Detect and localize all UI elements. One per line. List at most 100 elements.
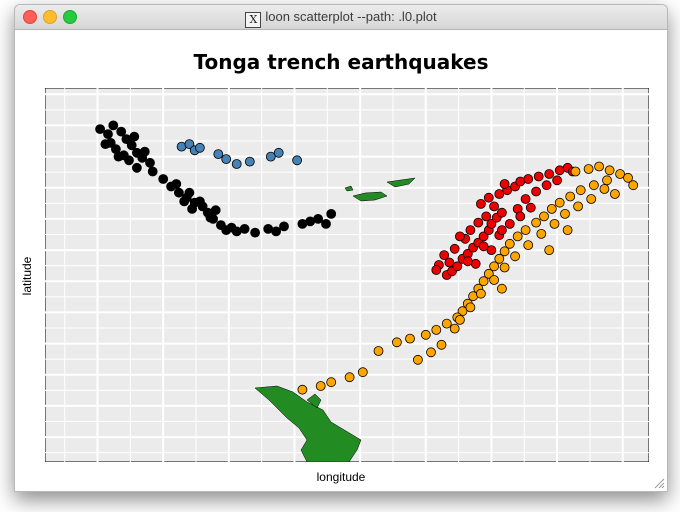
earthquake-point[interactable] bbox=[116, 126, 127, 137]
earthquake-point[interactable] bbox=[431, 265, 442, 275]
earthquake-point[interactable] bbox=[244, 156, 255, 167]
earthquake-point[interactable] bbox=[489, 261, 500, 272]
earthquake-point[interactable] bbox=[623, 172, 633, 183]
earthquake-point[interactable] bbox=[499, 179, 510, 189]
earthquake-point[interactable] bbox=[478, 231, 489, 242]
earthquake-point[interactable] bbox=[305, 216, 316, 227]
earthquake-point[interactable] bbox=[292, 155, 303, 166]
earthquake-point[interactable] bbox=[420, 329, 431, 340]
earthquake-point[interactable] bbox=[405, 333, 415, 344]
earthquake-point[interactable] bbox=[210, 205, 221, 216]
data-points[interactable] bbox=[95, 120, 639, 395]
earthquake-point[interactable] bbox=[523, 240, 534, 251]
earthquake-point[interactable] bbox=[544, 169, 555, 179]
earthquake-point[interactable] bbox=[465, 225, 476, 236]
earthquake-point[interactable] bbox=[139, 146, 150, 157]
earthquake-point[interactable] bbox=[412, 354, 423, 365]
earthquake-point[interactable] bbox=[326, 209, 337, 219]
resize-grip-icon[interactable] bbox=[653, 477, 665, 489]
earthquake-point[interactable] bbox=[504, 218, 515, 229]
earthquake-point[interactable] bbox=[489, 275, 500, 285]
earthquake-point[interactable] bbox=[554, 197, 565, 208]
earthquake-point[interactable] bbox=[103, 129, 113, 139]
earthquake-point[interactable] bbox=[575, 185, 586, 196]
earthquake-point[interactable] bbox=[520, 225, 531, 236]
earthquake-point[interactable] bbox=[489, 201, 500, 212]
earthquake-point[interactable] bbox=[615, 169, 625, 179]
earthquake-point[interactable] bbox=[439, 250, 450, 261]
earthquake-point[interactable] bbox=[475, 199, 486, 209]
earthquake-point[interactable] bbox=[357, 367, 368, 378]
earthquake-point[interactable] bbox=[478, 241, 489, 252]
earthquake-point[interactable] bbox=[315, 381, 326, 391]
earthquake-point[interactable] bbox=[483, 192, 494, 203]
earthquake-point[interactable] bbox=[465, 302, 476, 313]
earthquake-point[interactable] bbox=[610, 189, 620, 199]
earthquake-point[interactable] bbox=[549, 218, 560, 229]
earthquake-point[interactable] bbox=[171, 179, 182, 189]
earthquake-point[interactable] bbox=[475, 288, 486, 299]
earthquake-point[interactable] bbox=[449, 323, 460, 334]
earthquake-point[interactable] bbox=[173, 187, 184, 198]
earthquake-point[interactable] bbox=[108, 120, 119, 131]
earthquake-point[interactable] bbox=[494, 189, 505, 199]
close-button[interactable] bbox=[23, 10, 37, 24]
earthquake-point[interactable] bbox=[496, 207, 507, 218]
earthquake-point[interactable] bbox=[297, 384, 308, 395]
minimize-button[interactable] bbox=[43, 10, 57, 24]
earthquake-point[interactable] bbox=[126, 140, 137, 151]
earthquake-point[interactable] bbox=[496, 225, 507, 236]
earthquake-point[interactable] bbox=[449, 243, 460, 254]
earthquake-point[interactable] bbox=[147, 166, 158, 177]
earthquake-point[interactable] bbox=[570, 166, 581, 177]
earthquake-point[interactable] bbox=[504, 238, 515, 249]
earthquake-point[interactable] bbox=[541, 180, 552, 191]
earthquake-point[interactable] bbox=[221, 154, 232, 164]
earthquake-point[interactable] bbox=[520, 194, 531, 204]
earthquake-point[interactable] bbox=[158, 174, 169, 184]
earthquake-point[interactable] bbox=[499, 246, 510, 257]
earthquake-point[interactable] bbox=[132, 162, 142, 173]
earthquake-point[interactable] bbox=[273, 147, 284, 158]
earthquake-point[interactable] bbox=[552, 175, 562, 186]
earthquake-point[interactable] bbox=[391, 337, 402, 348]
earthquake-point[interactable] bbox=[531, 186, 542, 197]
earthquake-point[interactable] bbox=[194, 196, 205, 207]
earthquake-point[interactable] bbox=[486, 245, 497, 256]
earthquake-point[interactable] bbox=[373, 346, 384, 356]
earthquake-point[interactable] bbox=[457, 306, 468, 317]
earthquake-point[interactable] bbox=[344, 372, 355, 383]
earthquake-point[interactable] bbox=[628, 180, 639, 191]
earthquake-point[interactable] bbox=[589, 180, 599, 191]
earthquake-point[interactable] bbox=[205, 212, 216, 223]
earthquake-point[interactable] bbox=[454, 314, 465, 325]
earthquake-point[interactable] bbox=[444, 257, 455, 268]
earthquake-point[interactable] bbox=[454, 231, 465, 242]
earthquake-point[interactable] bbox=[179, 196, 190, 207]
earthquake-point[interactable] bbox=[431, 324, 442, 335]
earthquake-point[interactable] bbox=[478, 276, 489, 287]
earthquake-point[interactable] bbox=[326, 377, 337, 388]
earthquake-point[interactable] bbox=[239, 223, 250, 234]
earthquake-point[interactable] bbox=[426, 347, 436, 358]
earthquake-point[interactable] bbox=[231, 159, 242, 169]
earthquake-point[interactable] bbox=[483, 268, 494, 279]
earthquake-point[interactable] bbox=[113, 151, 124, 162]
earthquake-point[interactable] bbox=[213, 149, 224, 159]
earthquake-point[interactable] bbox=[194, 142, 205, 153]
earthquake-point[interactable] bbox=[599, 184, 610, 194]
earthquake-point[interactable] bbox=[473, 217, 484, 228]
earthquake-point[interactable] bbox=[604, 165, 615, 176]
earthquake-point[interactable] bbox=[583, 164, 594, 174]
earthquake-point[interactable] bbox=[523, 174, 534, 184]
earthquake-point[interactable] bbox=[321, 218, 331, 229]
earthquake-point[interactable] bbox=[510, 251, 521, 262]
earthquake-point[interactable] bbox=[187, 204, 198, 214]
earthquake-point[interactable] bbox=[562, 225, 573, 236]
earthquake-point[interactable] bbox=[586, 194, 597, 204]
earthquake-point[interactable] bbox=[560, 209, 570, 219]
earthquake-point[interactable] bbox=[436, 339, 447, 350]
earthquake-point[interactable] bbox=[546, 204, 557, 214]
earthquake-point[interactable] bbox=[462, 256, 473, 267]
